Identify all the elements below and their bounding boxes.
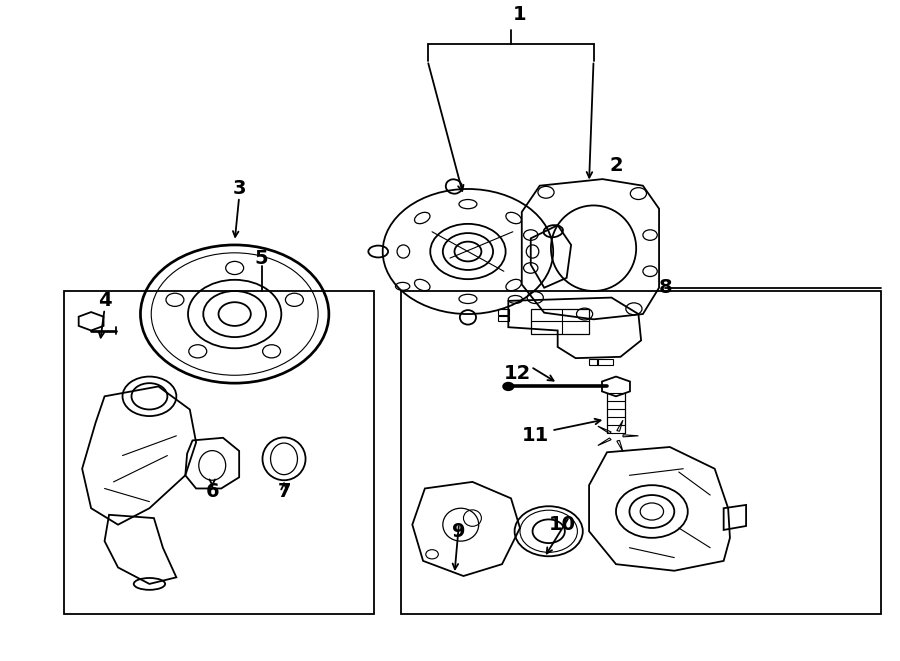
Text: 9: 9 [452, 522, 465, 541]
Text: 1: 1 [513, 5, 526, 24]
Text: 8: 8 [659, 278, 672, 297]
Text: 4: 4 [98, 292, 112, 311]
Text: 3: 3 [232, 180, 246, 198]
Bar [499, 309, 509, 315]
Text: 10: 10 [549, 515, 576, 534]
Bar [400, 291, 881, 613]
Text: 5: 5 [255, 249, 268, 268]
Text: 6: 6 [205, 483, 219, 501]
Text: 7: 7 [277, 483, 291, 501]
Bar [597, 359, 613, 366]
Bar [590, 359, 598, 366]
Circle shape [503, 383, 514, 391]
Bar [64, 291, 373, 613]
Text: 11: 11 [522, 426, 549, 446]
Bar [499, 316, 509, 321]
Text: 12: 12 [504, 364, 531, 383]
Text: 2: 2 [609, 157, 623, 175]
